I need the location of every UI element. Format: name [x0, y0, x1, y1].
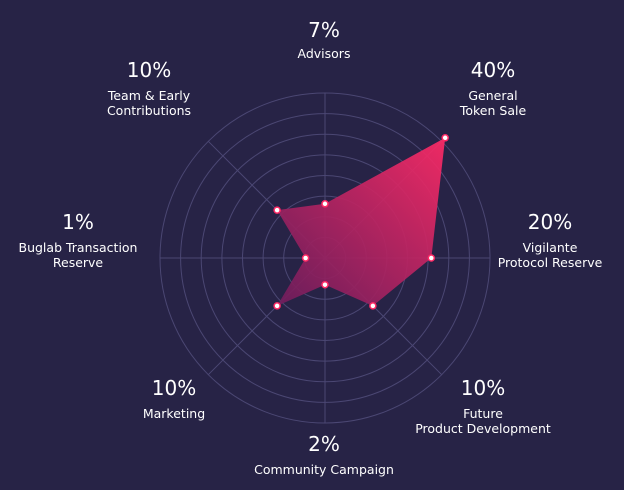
category-vigilante-line1: Vigilante: [522, 240, 578, 255]
category-general-token-sale-line2: Token Sale: [459, 103, 527, 118]
label-advisors: 7% Advisors: [274, 18, 374, 61]
category-future-line2: Product Development: [415, 421, 551, 436]
percent-future-product-development: 10%: [460, 376, 506, 400]
radar-area: [277, 137, 446, 306]
label-marketing: 10% Marketing: [124, 376, 224, 421]
percent-buglab-transaction-reserve: 1%: [62, 210, 94, 234]
label-community-campaign: 2% Community Campaign: [244, 432, 404, 477]
data-point-vigilante-protocol-reserve: [427, 254, 436, 262]
category-buglab-line2: Reserve: [52, 255, 104, 270]
category-buglab-line1: Buglab Transaction: [18, 240, 138, 255]
category-advisors: Advisors: [297, 46, 351, 61]
percent-vigilante-protocol-reserve: 20%: [527, 210, 573, 234]
category-marketing: Marketing: [142, 406, 206, 421]
label-buglab-transaction-reserve: 1% Buglab Transaction Reserve: [10, 210, 146, 270]
category-community-campaign: Community Campaign: [254, 462, 394, 477]
data-point-buglab-transaction-reserve: [301, 254, 310, 262]
category-team-line1: Team & Early: [107, 88, 191, 103]
category-future-line1: Future: [463, 406, 503, 421]
label-vigilante-protocol-reserve: 20% Vigilante Protocol Reserve: [490, 210, 610, 270]
label-general-token-sale: 40% General Token Sale: [443, 58, 543, 118]
data-point-marketing: [273, 302, 281, 310]
data-point-general-token-sale: [441, 134, 449, 142]
data-point-community-campaign: [321, 280, 329, 289]
label-team-early-contributions: 10% Team & Early Contributions: [94, 58, 204, 118]
category-vigilante-line2: Protocol Reserve: [497, 255, 603, 270]
percent-community-campaign: 2%: [308, 432, 340, 456]
data-point-team-early-contributions: [273, 206, 281, 214]
percent-team-early-contributions: 10%: [126, 58, 172, 82]
category-general-token-sale-line1: General: [468, 88, 518, 103]
data-point-advisors: [321, 200, 329, 208]
percent-general-token-sale: 40%: [470, 58, 516, 82]
percent-marketing: 10%: [151, 376, 197, 400]
label-future-product-development: 10% Future Product Development: [410, 376, 556, 436]
category-team-line2: Contributions: [106, 103, 192, 118]
percent-advisors: 7%: [308, 18, 340, 42]
data-points: [273, 134, 449, 310]
data-point-future-product-development: [369, 302, 377, 310]
